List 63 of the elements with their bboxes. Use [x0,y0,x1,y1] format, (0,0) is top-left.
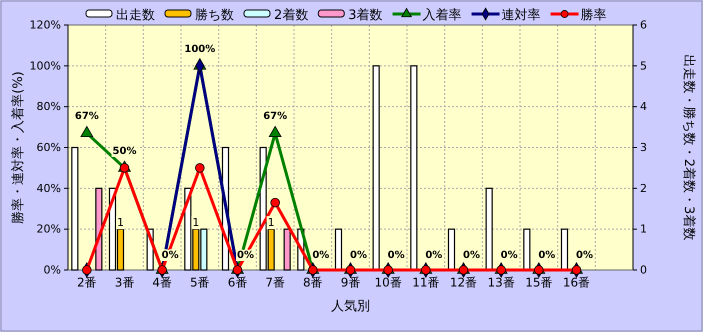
y2-tick-label: 6 [640,18,647,32]
point [120,163,130,173]
bar [71,146,78,271]
point [270,198,280,208]
x-tick-label: 12番 [450,276,478,290]
legend-label: 入着率 [422,7,462,23]
y-tick-label: 20% [36,222,61,236]
y2-axis-title: 出走数・勝ち数・2着数・3着数 [681,54,697,240]
legend-label: 連対率 [502,7,541,23]
y-tick-label: 40% [36,182,61,195]
x-tick-label: 15番 [525,276,552,290]
data-label: 0% [388,250,405,261]
data-label: 0% [237,250,254,261]
legend-label: 出走数 [116,8,155,23]
data-label: 0% [162,250,179,261]
x-tick-label: 10番 [374,276,402,290]
data-label: 67% [74,111,99,122]
y2-tick-label: 2 [640,182,647,195]
y-tick-label: 0% [44,264,61,277]
x-tick-label: 13番 [488,276,515,290]
x-tick-label: 8番 [303,276,323,290]
data-label: 1 [192,216,200,230]
point [82,265,92,275]
legend-label: 3着数 [348,7,383,23]
y2-tick-label: 4 [640,100,647,114]
data-label: 0% [312,250,330,261]
y-tick-label: 80% [36,100,61,114]
x-tick-label: 2番 [77,276,97,290]
x-axis-title: 人気別 [331,299,370,314]
x-tick-label: 11番 [412,276,440,290]
point [268,126,282,138]
data-label: 0% [576,250,593,261]
legend-label: 勝率 [580,7,607,23]
data-label: 0% [500,250,518,261]
y-tick-label: 60% [36,141,61,154]
x-tick-label: 6番 [228,276,248,290]
y2-tick-label: 3 [640,141,647,154]
x-tick-label: 9番 [340,276,360,290]
data-label: 1 [268,216,275,230]
data-label: 67% [263,111,288,122]
data-label: 1 [117,216,124,230]
legend-label: 2着数 [274,7,308,23]
x-tick-label: 16番 [562,276,590,290]
data-label: 0% [425,250,442,261]
point [80,126,94,138]
y2-tick-label: 1 [640,222,647,236]
y2-tick-label: 5 [640,59,647,72]
bar [284,228,291,271]
y2-tick-label: 0 [640,264,647,277]
x-tick-label: 4番 [152,276,172,290]
y-tick-label: 100% [30,59,61,72]
y-axis-title: 勝率・連対率・入着率(%) [10,71,26,224]
point [195,163,205,173]
data-label: 0% [538,250,556,261]
x-tick-label: 5番 [190,276,210,290]
y-tick-label: 120% [30,18,61,32]
x-tick-label: 3番 [114,276,134,290]
data-label: 100% [184,44,216,55]
data-label: 0% [350,250,367,261]
legend-label: 勝ち数 [195,8,234,23]
data-label: 50% [112,146,136,157]
data-label: 0% [463,250,480,261]
x-tick-label: 7番 [265,276,285,290]
